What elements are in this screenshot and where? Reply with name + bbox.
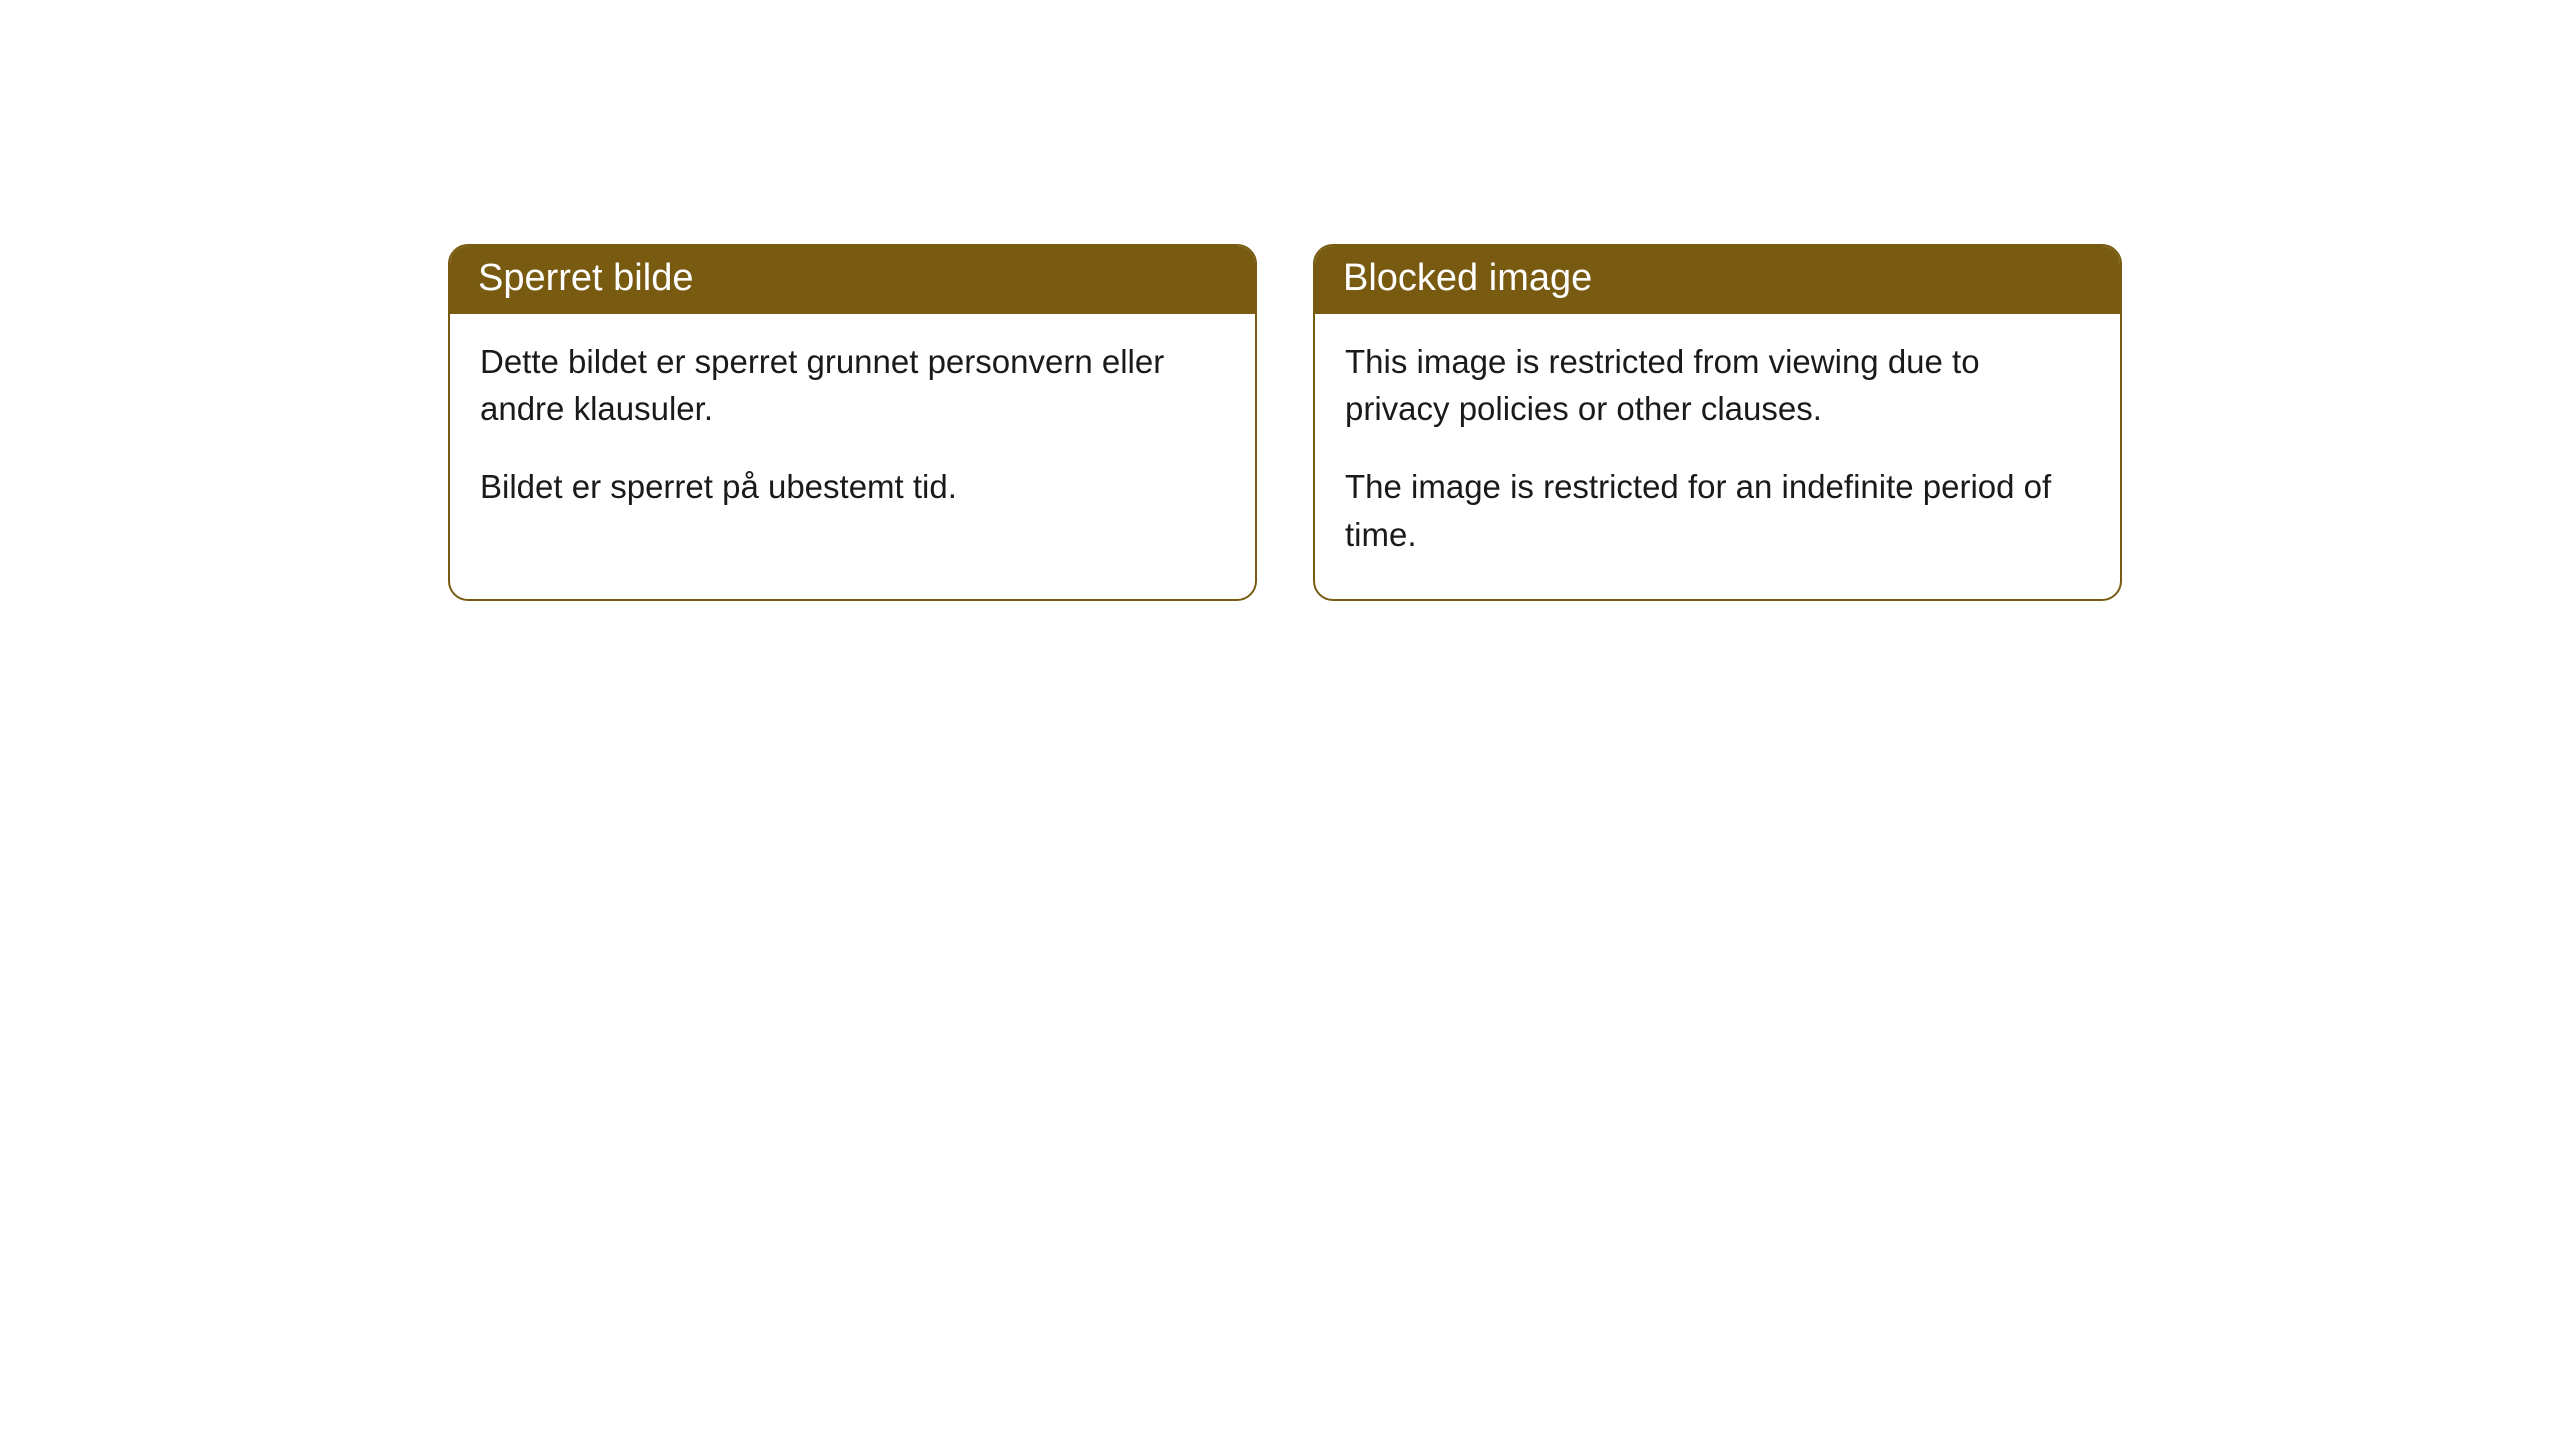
- blocked-image-card-en: Blocked image This image is restricted f…: [1313, 244, 2122, 601]
- blocked-image-card-no: Sperret bilde Dette bildet er sperret gr…: [448, 244, 1257, 601]
- card-title: Blocked image: [1315, 246, 2120, 314]
- card-text-line: This image is restricted from viewing du…: [1345, 338, 2090, 434]
- card-text-line: Bildet er sperret på ubestemt tid.: [480, 463, 1225, 511]
- card-text-line: The image is restricted for an indefinit…: [1345, 463, 2090, 559]
- card-text-line: Dette bildet er sperret grunnet personve…: [480, 338, 1225, 434]
- card-title: Sperret bilde: [450, 246, 1255, 314]
- card-body: This image is restricted from viewing du…: [1315, 314, 2120, 599]
- card-body: Dette bildet er sperret grunnet personve…: [450, 314, 1255, 552]
- notice-cards-container: Sperret bilde Dette bildet er sperret gr…: [0, 0, 2560, 601]
